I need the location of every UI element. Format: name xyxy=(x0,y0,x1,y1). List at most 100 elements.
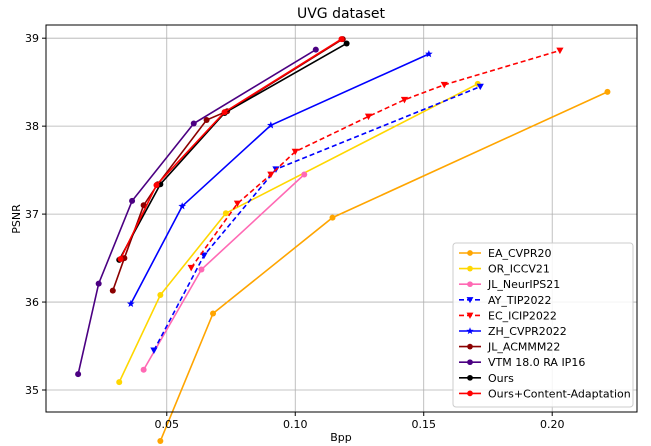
x-tick-label: 0.15 xyxy=(411,418,436,431)
data-point xyxy=(476,83,484,91)
legend-label: OR_ICCV21 xyxy=(488,263,550,276)
legend-label: JL_ACMMM22 xyxy=(487,341,560,354)
y-axis-ticks: 35 36 37 38 39 xyxy=(25,32,46,397)
series-line xyxy=(142,173,305,371)
data-point xyxy=(157,292,164,299)
plot-series xyxy=(75,36,611,445)
y-tick-label: 38 xyxy=(25,120,39,133)
data-point xyxy=(187,264,195,272)
data-point xyxy=(150,347,158,355)
chart-title: UVG dataset xyxy=(297,6,386,22)
data-point xyxy=(109,287,116,294)
y-tick-label: 37 xyxy=(25,208,39,221)
data-point xyxy=(400,96,409,104)
data-point xyxy=(312,46,319,53)
x-tick-label: 0.05 xyxy=(155,418,180,431)
data-point xyxy=(556,47,564,55)
data-point xyxy=(210,310,217,317)
x-axis-label: Bpp xyxy=(330,431,352,444)
series-line xyxy=(190,49,561,269)
legend-label: ZH_CVPR2022 xyxy=(488,325,567,338)
legend-entry: JL_NeurIPS21 xyxy=(459,278,560,291)
legend-marker xyxy=(467,265,473,272)
data-point xyxy=(267,171,275,179)
legend-marker xyxy=(467,359,473,366)
legend-entry: AY_TIP2022 xyxy=(459,294,551,307)
series-line xyxy=(77,48,317,375)
data-point xyxy=(222,210,229,217)
data-point xyxy=(198,266,205,273)
legend-entry: EC_ICIP2022 xyxy=(459,309,557,322)
series-line xyxy=(118,42,348,261)
data-point xyxy=(364,113,373,121)
series xyxy=(116,40,350,263)
legend-marker xyxy=(466,327,474,335)
data-point xyxy=(153,182,160,189)
series xyxy=(150,83,484,355)
data-point xyxy=(178,202,186,210)
legend-box xyxy=(452,242,634,408)
data-point xyxy=(117,255,124,262)
legend-label: EA_CVPR20 xyxy=(488,247,551,260)
legend-entry: VTM 18.0 RA IP16 xyxy=(459,356,585,369)
legend-entry: ZH_CVPR2022 xyxy=(459,325,567,338)
legend-marker xyxy=(467,390,473,397)
legend-entry: Ours+Content-Adaptation xyxy=(459,387,631,400)
data-point xyxy=(95,280,102,287)
legend-marker xyxy=(467,343,473,350)
legend-marker xyxy=(467,374,473,381)
data-point xyxy=(329,214,336,221)
series xyxy=(75,46,319,378)
legend-label: EC_ICIP2022 xyxy=(488,309,557,322)
y-tick-label: 36 xyxy=(25,296,39,309)
legend-label: Ours xyxy=(488,372,514,385)
data-point xyxy=(200,252,208,260)
legend-entry: Ours xyxy=(459,372,514,385)
y-tick-label: 35 xyxy=(25,384,39,397)
data-point xyxy=(75,371,82,378)
data-point xyxy=(129,197,136,204)
data-point xyxy=(126,299,135,308)
x-tick-label: 0.20 xyxy=(540,418,565,431)
data-point xyxy=(338,36,345,43)
legend-marker xyxy=(466,297,474,304)
data-point xyxy=(425,50,433,58)
legend-label: AY_TIP2022 xyxy=(488,294,551,307)
series xyxy=(157,88,611,445)
y-axis-label: PSNR xyxy=(10,204,23,234)
legend-label: VTM 18.0 RA IP16 xyxy=(488,356,585,369)
data-point xyxy=(157,438,164,445)
data-point xyxy=(233,200,242,208)
legend: EA_CVPR20 OR_ICCV21 JL_NeurIPS21 AY_TIP2022… xyxy=(452,242,634,408)
series xyxy=(117,36,345,262)
series xyxy=(126,50,433,308)
legend-marker xyxy=(467,281,473,288)
legend-marker xyxy=(466,312,474,319)
data-point xyxy=(440,81,448,89)
legend-label: Ours+Content-Adaptation xyxy=(488,387,631,400)
data-point xyxy=(291,148,299,156)
legend-marker xyxy=(467,250,473,256)
series-line xyxy=(119,38,342,260)
series-line xyxy=(130,53,430,305)
data-point xyxy=(203,116,210,123)
data-point xyxy=(301,171,308,178)
data-point xyxy=(116,379,123,386)
series xyxy=(140,171,308,373)
legend-entry: EA_CVPR20 xyxy=(459,247,551,260)
data-point xyxy=(604,88,611,95)
plot-frame xyxy=(45,24,638,413)
y-tick-label: 39 xyxy=(25,32,39,45)
data-point xyxy=(140,366,147,373)
legend-label: JL_NeurIPS21 xyxy=(487,278,560,291)
series-line xyxy=(118,83,479,383)
series-line xyxy=(153,85,481,351)
data-point xyxy=(343,40,350,47)
data-point xyxy=(190,120,197,127)
legend-entry: JL_ACMMM22 xyxy=(459,341,560,354)
series-line xyxy=(159,91,608,442)
series xyxy=(187,47,564,272)
series xyxy=(116,80,481,386)
legend-entry: OR_ICCV21 xyxy=(459,263,550,276)
